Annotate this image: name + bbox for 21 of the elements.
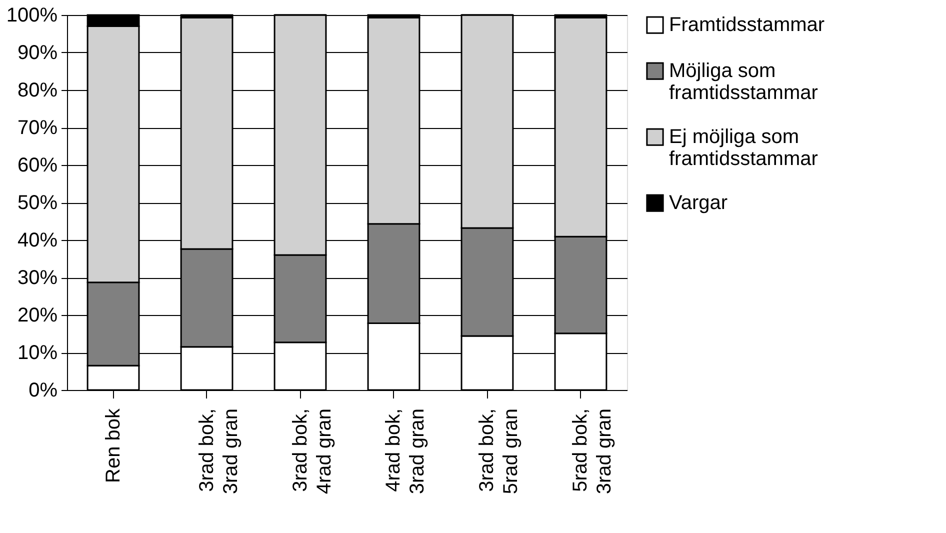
y-tick-label: 50%: [17, 192, 58, 214]
legend-label: Vargar: [669, 192, 728, 214]
y-tick-label: 10%: [17, 342, 58, 364]
x-tick-label: 5rad bok, 3rad gran: [570, 408, 616, 494]
y-tick-label: 100%: [6, 4, 58, 26]
legend-label: Framtidsstammar: [669, 14, 825, 36]
x-tick-label: 4rad bok, 3rad gran: [382, 408, 429, 494]
y-tick-label: 70%: [17, 117, 58, 139]
y-tick-label: 40%: [17, 230, 58, 252]
y-tick-label: 0%: [28, 380, 58, 402]
y-tick-label: 80%: [17, 80, 58, 102]
y-tick-label: 30%: [17, 267, 58, 289]
x-tick-label: 3rad bok, 5rad gran: [476, 408, 522, 494]
legend-label: Ej möjliga som framtidsstammar: [669, 126, 818, 170]
y-tick-label: 90%: [17, 42, 58, 64]
x-tick-label: Ren bok: [102, 408, 124, 483]
legend-label: Möjliga som framtidsstammar: [669, 60, 818, 104]
x-tick-label: 3rad bok, 3rad gran: [196, 408, 242, 494]
x-tick-label: 3rad bok, 4rad gran: [289, 408, 336, 494]
y-tick-label: 20%: [17, 304, 58, 326]
y-tick-label: 60%: [17, 154, 58, 176]
